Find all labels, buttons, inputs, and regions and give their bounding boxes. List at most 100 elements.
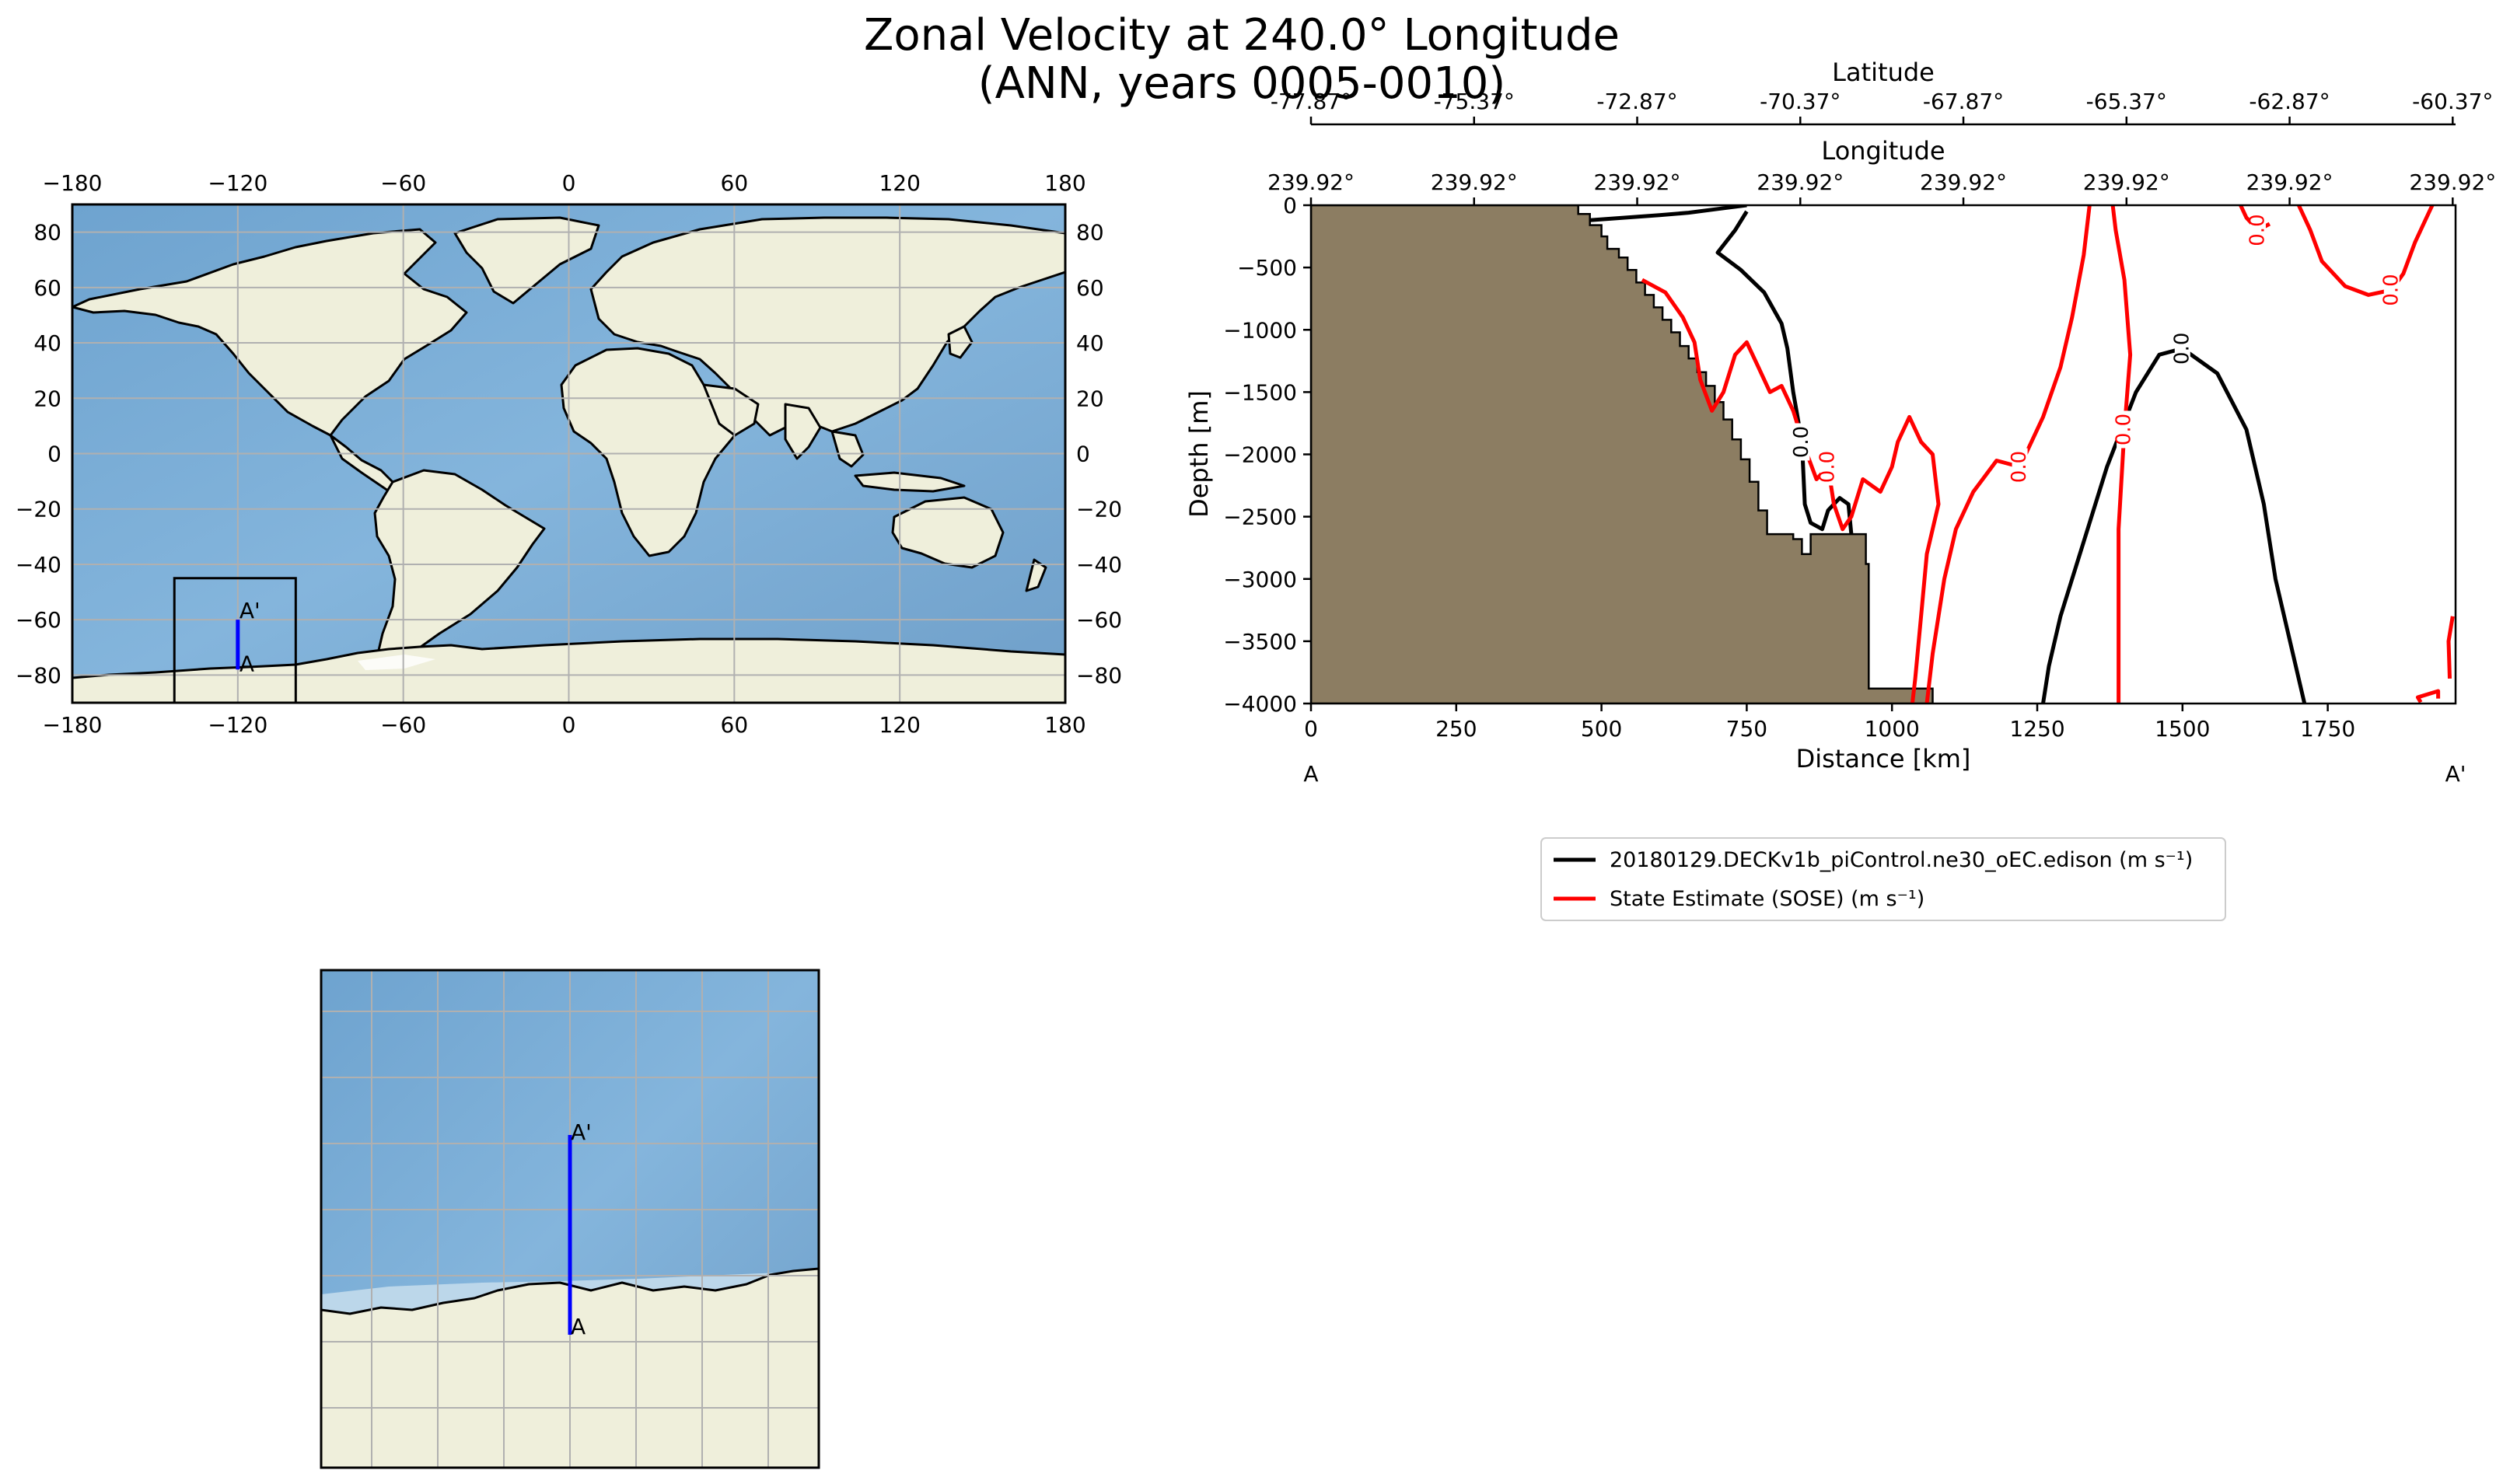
world-gridlines <box>72 204 1065 703</box>
section-x-label: Distance [km] <box>1796 744 1971 773</box>
section-y-tick-label: −1000 <box>1223 317 1297 343</box>
land-north-america <box>72 228 468 437</box>
latitude-tick-label: -65.37° <box>2086 89 2167 114</box>
section-y-tick-label: 0 <box>1283 193 1297 218</box>
longitude-axis: 239.92° 239.92° 239.92° 239.92° 239.92° 239.9… <box>1267 136 2496 205</box>
endpoint-label-end: A' <box>2445 761 2466 787</box>
section-y-tick-label: −3000 <box>1223 567 1297 592</box>
world-lat-ticks-left: 80 60 40 20 0 −20 −40 −60 −80 <box>16 220 61 689</box>
world-lat-tick-label: −40 <box>16 552 61 578</box>
world-lat-tick-label: −20 <box>1076 497 1122 522</box>
longitude-tick-label: 239.92° <box>1431 169 1518 195</box>
latitude-tick-label: -67.87° <box>1923 89 2004 114</box>
obs-contour-line <box>2415 689 2441 704</box>
world-lon-tick-label: 120 <box>879 712 920 738</box>
section-x-tick-label: 1250 <box>2009 716 2064 742</box>
world-lat-tick-label: −60 <box>1076 607 1122 633</box>
longitude-tick-label: 239.92° <box>1920 169 2007 195</box>
zoom-map-frame <box>320 969 820 1469</box>
section-y-ticks: 0 −500 −1000 −1500 −2000 −2500 −3000 −3500 −4000 <box>1223 193 1311 717</box>
zoom-transect-label-end: A' <box>571 1119 592 1145</box>
world-lon-tick-label: −60 <box>380 712 426 738</box>
figure-title-line1: Zonal Velocity at 240.0° Longitude <box>864 10 1620 61</box>
obs-contour-label: 0.0 <box>2008 451 2031 483</box>
section-y-tick-label: −2500 <box>1223 505 1297 530</box>
obs-contour-label: 0.0 <box>2113 414 2136 445</box>
world-lat-tick-label: −80 <box>16 662 61 688</box>
contour-label-bg <box>1794 423 1810 461</box>
world-lon-tick-label: 60 <box>721 170 749 196</box>
section-y-tick-label: −2000 <box>1223 442 1297 468</box>
contour-label-bg <box>2250 211 2266 250</box>
world-lon-tick-label: 0 <box>562 712 576 738</box>
legend-frame <box>1540 837 2226 921</box>
world-lat-tick-label: −20 <box>16 497 61 522</box>
endpoint-label-start: A <box>1303 761 1318 787</box>
inset-region-box <box>173 577 297 703</box>
section-x-tick-label: 1500 <box>2155 716 2210 742</box>
latitude-tick-label: -62.87° <box>2249 89 2330 114</box>
latitude-tick-label: -70.37° <box>1760 89 1841 114</box>
longitude-axis-label: Longitude <box>1821 136 1945 166</box>
world-lat-tick-label: 60 <box>1076 275 1104 301</box>
world-lon-tick-label: 180 <box>1044 170 1085 196</box>
longitude-tick-label: 239.92° <box>1267 169 1355 195</box>
longitude-tick-label: 239.92° <box>2409 169 2496 195</box>
land-japan <box>947 325 974 359</box>
land-africa <box>560 347 748 557</box>
world-lat-tick-label: 20 <box>1076 386 1104 411</box>
figure-title-line2: (ANN, years 0005-0010) <box>978 58 1506 109</box>
section-plot: 0.00.00.0 0.00.00.00.0 0 250 500 750 1000 1250… <box>1184 58 2496 787</box>
section-y-tick-label: −4000 <box>1223 691 1297 717</box>
world-lat-tick-label: 60 <box>33 275 61 301</box>
obs-contour-label: 0.0 <box>1816 451 1840 483</box>
world-lon-ticks-top: −180 −120 −60 0 60 120 180 <box>43 170 1086 196</box>
ice-shelf <box>358 655 435 670</box>
land-greenland <box>453 216 600 305</box>
legend: 20180129.DECKv1b_piControl.ne30_oEC.edis… <box>1540 837 2226 921</box>
world-lat-tick-label: −80 <box>1076 662 1122 688</box>
section-y-tick-label: −500 <box>1237 255 1297 281</box>
legend-label-model: 20180129.DECKv1b_piControl.ne30_oEC.edis… <box>1610 848 2193 872</box>
model-contour-line <box>1589 205 1747 222</box>
world-lat-tick-label: 40 <box>1076 330 1104 356</box>
world-lon-tick-label: −180 <box>43 170 103 196</box>
model-contour-label: 0.0 <box>2170 333 2194 365</box>
land-eurasia <box>589 216 1065 437</box>
world-lat-tick-label: 40 <box>33 330 61 356</box>
world-lat-tick-label: 80 <box>1076 220 1104 246</box>
obs-contour-line <box>2446 616 2455 679</box>
longitude-tick-label: 239.92° <box>1594 169 1681 195</box>
world-lon-tick-label: −180 <box>43 712 103 738</box>
section-y-tick-label: −1500 <box>1223 379 1297 405</box>
section-x-ticks: 0 250 500 750 1000 1250 1500 1750 <box>1304 704 2355 742</box>
longitude-tick-label: 239.92° <box>2083 169 2170 195</box>
contour-label-bg <box>2174 330 2190 368</box>
world-lon-tick-label: 0 <box>562 170 576 196</box>
obs-contour-line <box>2297 205 2435 297</box>
bathymetry-fill <box>1311 205 1934 704</box>
longitude-tick-label: 239.92° <box>2246 169 2333 195</box>
latitude-tick-label: -75.37° <box>1434 89 1515 114</box>
contour-label-bg <box>2117 410 2133 449</box>
obs-contour-line <box>2110 205 2133 704</box>
world-lon-tick-label: 60 <box>721 712 749 738</box>
latitude-tick-label: -77.87° <box>1271 89 1351 114</box>
world-lon-tick-label: 180 <box>1044 712 1085 738</box>
obs-contour-line <box>1924 205 2092 704</box>
latitude-axis: -77.87° -75.37° -72.87° -70.37° -67.87° -65.3… <box>1271 58 2493 126</box>
legend-label-obs: State Estimate (SOSE) (m s⁻¹) <box>1610 887 1924 911</box>
world-lon-tick-label: −120 <box>208 170 267 196</box>
world-lon-tick-label: −60 <box>380 170 426 196</box>
world-lon-ticks-bottom: −180 −120 −60 0 60 120 180 <box>43 712 1086 738</box>
section-y-label: Depth [m] <box>1184 390 1214 518</box>
world-landmasses <box>72 216 1065 703</box>
land-indonesia <box>854 471 966 493</box>
transect-label-end: A' <box>239 598 260 623</box>
contour-label-bg <box>2383 271 2400 309</box>
model-contour-line <box>2041 346 2307 704</box>
latitude-axis-label: Latitude <box>1832 58 1935 87</box>
section-x-tick-label: 500 <box>1581 716 1622 742</box>
section-x-tick-label: 1000 <box>1865 716 1920 742</box>
